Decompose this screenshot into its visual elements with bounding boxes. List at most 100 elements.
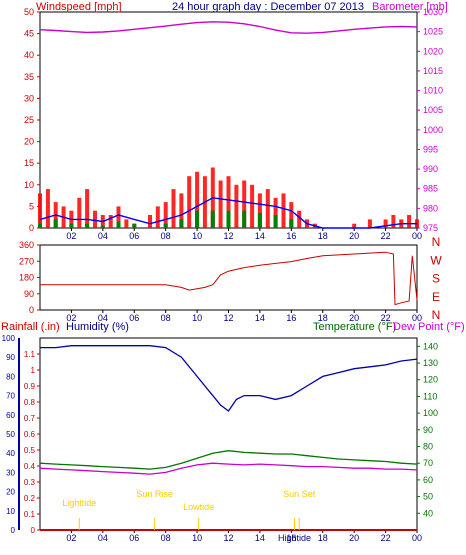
wind-gust-bar	[148, 215, 152, 228]
wind-gust-bar	[242, 180, 247, 228]
x-tick-label: 10	[192, 313, 202, 323]
barometer-line	[39, 21, 418, 34]
wind-lull-bar	[257, 212, 262, 228]
climate-panel-frame	[39, 337, 418, 531]
rainfall-axis-label: Rainfall (.in)	[1, 321, 60, 333]
wind-gust-bar	[155, 206, 160, 228]
x-tick-label: 10	[192, 231, 202, 241]
dir-y-tick-label: 360	[19, 240, 34, 250]
x-tick-label: 00	[412, 231, 422, 241]
baro-y-tick-label: 1020	[423, 46, 443, 56]
astro-label: Hightide	[278, 533, 311, 543]
wind-y-tick-label: 30	[24, 93, 34, 103]
wind-gust-bar	[195, 171, 200, 228]
wind-gust-bar	[234, 184, 239, 228]
temp-y-tick-label: 80	[423, 442, 433, 452]
humidity-y-tick-label: 0	[11, 526, 16, 535]
wind-lull-bar	[273, 215, 278, 228]
x-tick-label: 04	[98, 533, 108, 543]
compass-label: S	[432, 272, 440, 286]
astro-label: Sun Set	[283, 489, 316, 499]
rain-y-tick-label: 0.2	[24, 494, 36, 503]
baro-y-tick-label: 1025	[423, 27, 443, 37]
x-tick-label: 18	[318, 231, 328, 241]
x-tick-label: 16	[286, 313, 296, 323]
x-tick-label: 14	[255, 533, 265, 543]
humidity-y-tick-label: 40	[6, 449, 15, 458]
humidity-y-tick-label: 30	[6, 468, 15, 477]
humidity-line	[40, 345, 418, 412]
x-tick-label: 14	[255, 231, 265, 241]
wind-gust-bar	[383, 219, 388, 228]
wind-y-tick-label: 25	[24, 115, 34, 125]
wind-gust-bar	[257, 193, 262, 228]
wind-y-tick-label: 15	[24, 158, 34, 168]
astro-label: Sun Rise	[136, 489, 173, 499]
baro-y-tick-label: 1030	[423, 7, 443, 17]
wind-gust-bar	[163, 202, 168, 228]
baro-y-tick-label: 1005	[423, 105, 443, 115]
baro-y-tick-label: 1015	[423, 66, 443, 76]
chart-title: 24 hour graph day : December 07 2013	[172, 1, 364, 13]
wind-gust-bar	[265, 189, 270, 228]
rain-y-tick-label: 0.1	[24, 510, 36, 519]
humidity-y-tick-label: 80	[6, 372, 15, 381]
temp-y-tick-label: 140	[423, 341, 438, 351]
rain-y-tick-label: 0.6	[24, 430, 36, 439]
wind-gust-bar	[391, 215, 396, 228]
baro-y-tick-label: 985	[423, 184, 438, 194]
x-tick-label: 02	[66, 313, 76, 323]
dir-y-tick-label: 0	[29, 305, 34, 315]
astro-label: Lighttide	[62, 498, 96, 508]
temperature-line	[39, 450, 418, 470]
wind-y-tick-label: 20	[24, 137, 34, 147]
astro-label: Lowtide	[183, 502, 214, 512]
wind-gust-bar	[407, 215, 412, 228]
rain-y-tick-label: 0.3	[24, 478, 36, 487]
dir-y-tick-label: 90	[24, 289, 34, 299]
x-tick-label: 14	[255, 313, 265, 323]
wind-direction-line	[40, 251, 418, 306]
x-tick-label: 18	[318, 313, 328, 323]
wind-y-tick-label: 50	[24, 7, 34, 17]
temperature-axis-label: Temperature (°F)	[313, 321, 396, 333]
rain-y-tick-label: 0	[31, 526, 36, 535]
x-tick-label: 04	[98, 313, 108, 323]
wind-y-tick-label: 45	[24, 29, 34, 39]
wind-gust-bar	[352, 223, 357, 228]
wind-gust-bar	[108, 215, 113, 228]
x-tick-label: 08	[161, 231, 171, 241]
x-tick-label: 00	[412, 313, 422, 323]
temp-y-tick-label: 60	[423, 475, 433, 485]
dir-y-tick-label: 270	[19, 256, 34, 266]
dir-y-tick-label: 180	[19, 273, 34, 283]
baro-y-tick-label: 1010	[423, 86, 443, 96]
wind-y-tick-label: 10	[24, 180, 34, 190]
humidity-y-tick-label: 10	[6, 507, 15, 516]
x-tick-label: 20	[349, 313, 359, 323]
x-tick-label: 22	[381, 533, 391, 543]
wind-lull-bar	[195, 210, 200, 228]
wind-gust-bar	[116, 206, 121, 228]
humidity-y-tick-label: 50	[6, 430, 15, 439]
wind-gust-bar	[77, 197, 82, 228]
compass-label: N	[432, 308, 441, 322]
wind-gust-bar	[124, 219, 129, 228]
wind-gust-bar	[226, 176, 231, 228]
temp-y-tick-label: 50	[423, 492, 433, 502]
wind-gust-bar	[273, 197, 278, 228]
annotation-layer: Lighttide Sun Rise Lowtide Hightide Sun Set	[62, 489, 315, 543]
wind-gust-bar	[171, 189, 176, 228]
rain-y-tick-label: 0.8	[24, 398, 36, 407]
wind-gust-bar	[85, 189, 90, 228]
wind-gust-bar	[93, 210, 97, 228]
wind-gust-bar	[367, 219, 372, 228]
baro-y-tick-label: 990	[423, 164, 438, 174]
wind-gust-bar	[281, 193, 286, 228]
wind-average-line	[39, 197, 417, 229]
x-tick-label: 06	[129, 533, 139, 543]
x-tick-label: 16	[286, 231, 296, 241]
x-tick-label: 02	[66, 533, 76, 543]
wind-lull-bar	[210, 210, 215, 228]
